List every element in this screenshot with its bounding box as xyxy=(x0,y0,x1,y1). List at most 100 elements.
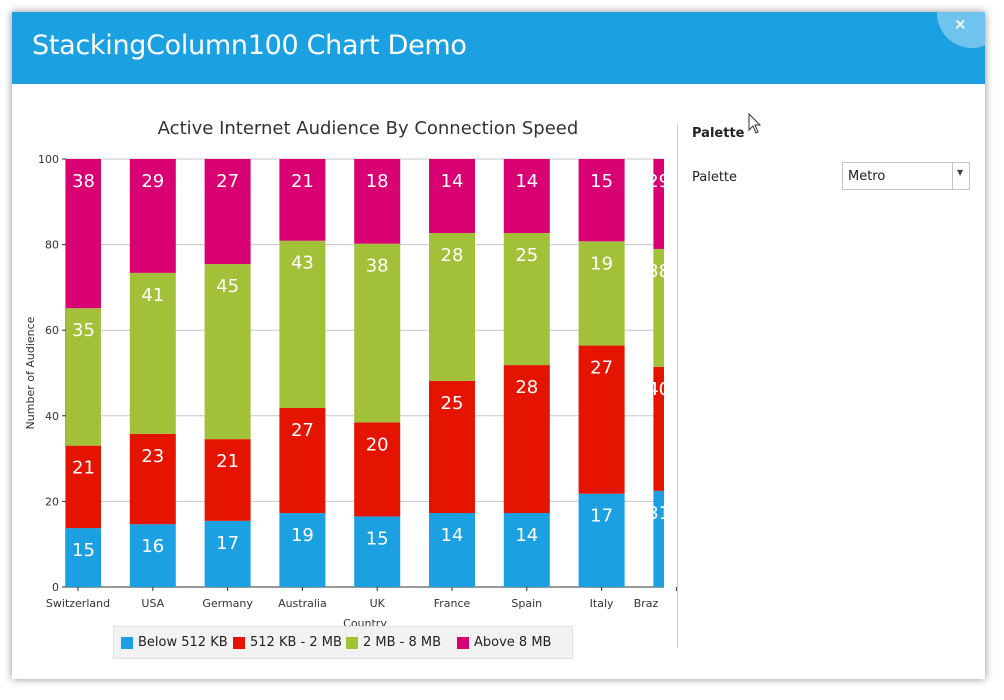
data-label: 43 xyxy=(291,253,314,274)
data-label: 21 xyxy=(216,451,239,472)
bar-segment xyxy=(578,159,625,242)
data-label: 21 xyxy=(291,171,314,192)
bar-segment xyxy=(503,365,550,514)
bar-segment xyxy=(129,433,176,525)
palette-value: Metro xyxy=(848,169,886,184)
data-label: 23 xyxy=(141,446,164,467)
legend-label: Above 8 MB xyxy=(474,635,552,650)
bar-segment xyxy=(503,159,550,233)
legend-label: 512 KB - 2 MB xyxy=(250,635,342,650)
data-label: 19 xyxy=(291,525,314,546)
data-label: 21 xyxy=(72,458,95,479)
x-tick-label: Switzerland xyxy=(46,597,110,610)
bar-segment xyxy=(354,243,401,423)
data-label: 17 xyxy=(590,506,613,527)
x-tick-label: USA xyxy=(141,597,164,610)
data-label: 17 xyxy=(216,533,239,554)
chart-legend: Below 512 KB 512 KB - 2 MB 2 MB - 8 MB Abov… xyxy=(113,626,573,659)
x-tick-label: Spain xyxy=(511,597,542,610)
settings-heading: Palette xyxy=(692,126,745,141)
legend-swatch xyxy=(233,637,245,649)
data-label: 35 xyxy=(72,320,95,341)
data-label: 40 xyxy=(647,379,670,400)
bar-segment xyxy=(429,232,475,381)
bar-segment xyxy=(129,159,176,273)
chart-area: Active Internet Audience By Connection S… xyxy=(12,96,677,679)
stacked-column-chart: Active Internet Audience By Connection S… xyxy=(24,118,677,630)
data-label: 45 xyxy=(216,276,239,297)
y-axis-title: Number of Audience xyxy=(24,316,37,429)
bar-segment xyxy=(578,241,625,346)
bar-segment xyxy=(279,159,326,241)
data-label: 14 xyxy=(441,525,464,546)
demo-window: StackingColumn100 Chart Demo × Active In… xyxy=(12,12,985,679)
bar-segment xyxy=(429,513,475,587)
data-label: 15 xyxy=(366,528,389,549)
palette-label: Palette xyxy=(692,170,738,185)
bar-segment xyxy=(129,524,176,587)
data-label: 38 xyxy=(366,256,389,277)
data-label: 25 xyxy=(441,393,464,414)
bar-segment xyxy=(653,248,664,367)
data-label: 16 xyxy=(141,536,164,557)
legend-swatch xyxy=(457,637,469,649)
data-label: 14 xyxy=(515,525,538,546)
data-label: 15 xyxy=(72,540,95,561)
panel-divider xyxy=(677,123,678,648)
data-label: 27 xyxy=(590,358,613,379)
data-label: 15 xyxy=(590,171,613,192)
data-label: 28 xyxy=(515,377,538,398)
window-title: StackingColumn100 Chart Demo xyxy=(32,30,467,61)
y-tick-label: 100 xyxy=(38,153,59,166)
bar-segment xyxy=(66,159,101,309)
bar-segment xyxy=(279,513,326,587)
bar-segment xyxy=(354,516,401,587)
data-label: 20 xyxy=(366,434,389,455)
y-tick-label: 0 xyxy=(52,581,59,594)
data-label: 29 xyxy=(141,171,164,192)
bar-segment xyxy=(204,439,251,521)
bar-segment xyxy=(279,240,326,409)
x-tick-label: Australia xyxy=(278,597,327,610)
y-tick-label: 40 xyxy=(45,410,59,423)
bar-segment xyxy=(653,159,664,249)
bar-segment xyxy=(66,445,101,529)
data-label: 27 xyxy=(291,420,314,441)
chevron-down-icon: ▼ xyxy=(957,168,964,177)
bar-segment xyxy=(354,422,401,517)
bar-segment xyxy=(578,345,625,494)
bar-segment xyxy=(66,308,101,446)
dropdown-button[interactable]: ▼ xyxy=(952,163,969,189)
mouse-pointer-icon xyxy=(748,113,762,134)
close-button[interactable]: × xyxy=(937,12,985,48)
palette-dropdown[interactable]: Metro ▼ xyxy=(842,162,970,190)
data-label: 29 xyxy=(647,171,670,192)
data-label: 25 xyxy=(515,245,538,266)
bar-segment xyxy=(653,366,664,491)
bar-segment xyxy=(279,408,326,514)
bar-segment xyxy=(653,490,664,587)
bar-segment xyxy=(503,232,550,366)
bar-segment xyxy=(429,380,475,514)
data-label: 14 xyxy=(515,171,538,192)
title-bar: StackingColumn100 Chart Demo × xyxy=(12,12,985,84)
data-label: 19 xyxy=(590,253,613,274)
bar-segment xyxy=(578,493,625,587)
y-tick-label: 80 xyxy=(45,239,59,252)
bar-segment xyxy=(66,528,101,587)
data-label: 31 xyxy=(647,503,670,524)
data-label: 27 xyxy=(216,171,239,192)
close-icon: × xyxy=(954,15,967,33)
legend-swatch xyxy=(346,637,358,649)
data-label: 18 xyxy=(366,171,389,192)
bar-segment xyxy=(204,159,251,265)
data-label: 38 xyxy=(72,171,95,192)
legend-label: 2 MB - 8 MB xyxy=(363,635,442,650)
x-tick-label: Italy xyxy=(590,597,614,610)
data-label: 41 xyxy=(141,285,164,306)
bar-segment xyxy=(204,520,251,587)
chart-title: Active Internet Audience By Connection S… xyxy=(158,118,579,139)
y-tick-label: 60 xyxy=(45,324,59,337)
y-tick-label: 20 xyxy=(45,495,59,508)
x-tick-label: UK xyxy=(370,597,386,610)
